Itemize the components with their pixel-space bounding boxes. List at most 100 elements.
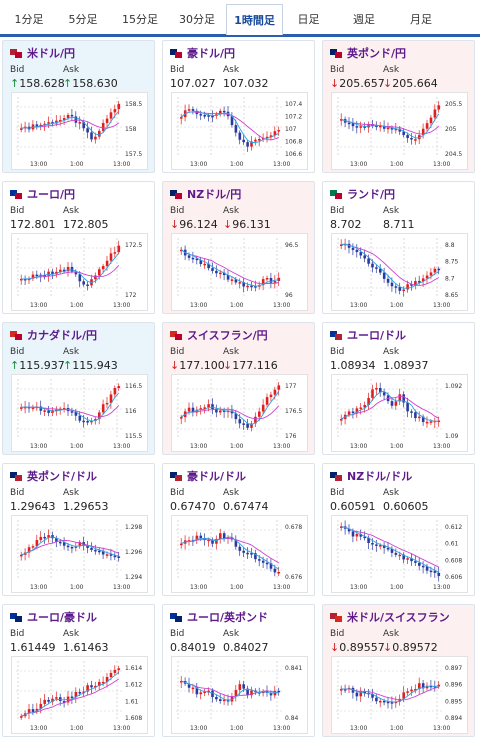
currency-card[interactable]: 英ポンド/円 Bid Ask ↓205.657 ↓205.664 205.5 205 204.… <box>322 40 475 173</box>
candle <box>27 547 31 553</box>
candle <box>86 284 89 287</box>
candle <box>219 533 222 540</box>
currency-card[interactable]: 豪ドル/ドル Bid Ask 0.67470 0.67474 0.678 0.676 13:0… <box>162 463 315 596</box>
candle <box>363 536 366 539</box>
tab-3[interactable]: 30分足 <box>179 13 215 26</box>
candle <box>258 559 261 561</box>
ask-label: Ask <box>383 629 400 639</box>
mini-chart[interactable]: 8.8 8.75 8.7 8.65 13:00 1:00 13:00 <box>331 233 468 311</box>
currency-card[interactable]: 英ポンド/ドル Bid Ask 1.29643 1.29653 1.298 1.296 1.2… <box>2 463 155 596</box>
ask-value: ↑158.630 <box>63 77 118 90</box>
candle <box>359 534 363 537</box>
candle <box>70 696 74 699</box>
mini-chart[interactable]: 158.5 158 157.5 13:00 1:00 13:00 <box>11 92 148 170</box>
moving-average-line <box>341 243 440 289</box>
mini-chart[interactable]: 1.298 1.296 1.294 13:00 1:00 13:00 <box>11 515 148 593</box>
pair-name[interactable]: NZドル/ドル <box>347 470 413 483</box>
tab-2[interactable]: 15分足 <box>122 13 158 26</box>
pair-name[interactable]: 米ドル/スイスフラン <box>347 611 450 624</box>
currency-card[interactable]: NZドル/ドル Bid Ask 0.60591 0.60605 0.612 0.61 0.60… <box>322 463 475 596</box>
moving-average-line <box>181 249 279 285</box>
y-tick-label: 176 <box>285 433 297 440</box>
candle <box>105 402 109 405</box>
currency-card[interactable]: ユーロ/円 Bid Ask 172.801 172.805 172.5 172 13:00 1:… <box>2 181 155 314</box>
pair-name[interactable]: 英ポンド/ドル <box>27 470 98 483</box>
candlestick-chart: 0.678 0.676 13:00 1:00 13:00 <box>176 520 302 591</box>
candle <box>31 407 35 409</box>
pair-name[interactable]: カナダドル/円 <box>27 329 98 342</box>
currency-card[interactable]: 米ドル/円 Bid Ask ↑158.628 ↑158.630 158.5 158 157.5… <box>2 40 155 173</box>
tab-1[interactable]: 5分足 <box>68 13 98 26</box>
candle <box>203 691 206 694</box>
mini-chart[interactable]: 116.5 116 115.5 13:00 1:00 13:00 <box>11 374 148 452</box>
y-tick-label: 1.092 <box>445 383 462 390</box>
mini-chart[interactable]: 107.4 107.2 107 106.8 106.6 13:00 1:00 13:00 <box>171 92 308 170</box>
x-tick-label: 13:00 <box>433 161 450 168</box>
tab-4[interactable]: 1時間足 <box>226 4 283 35</box>
candle <box>187 255 191 258</box>
candle <box>39 124 43 127</box>
ask-label: Ask <box>223 65 240 75</box>
pair-name[interactable]: 英ポンド/円 <box>347 47 407 60</box>
tab-5[interactable]: 日足 <box>297 13 320 26</box>
candle <box>74 691 78 698</box>
candle <box>355 126 359 128</box>
currency-card[interactable]: カナダドル/円 Bid Ask ↑115.937 ↑115.943 116.5 116 115… <box>2 322 155 455</box>
pair-name[interactable]: スイスフラン/円 <box>187 329 268 342</box>
currency-card[interactable]: 米ドル/スイスフラン Bid Ask ↓0.89557 ↓0.89572 0.897 0.8… <box>322 604 475 737</box>
tab-7[interactable]: 月足 <box>410 13 432 26</box>
candle <box>386 278 390 283</box>
moving-average-line <box>21 264 120 280</box>
candle <box>394 286 398 288</box>
pair-name[interactable]: NZドル/円 <box>187 188 242 201</box>
moving-average-line <box>181 680 279 698</box>
candle <box>433 570 437 573</box>
candle <box>382 272 386 279</box>
pair-name[interactable]: 豪ドル/円 <box>187 47 236 60</box>
mini-chart[interactable]: 96.5 96 13:00 1:00 13:00 <box>171 233 308 311</box>
candle <box>113 252 117 254</box>
currency-card[interactable]: スイスフラン/円 Bid Ask ↓177.100 ↓177.116 177 176.5 17… <box>162 322 315 455</box>
mini-chart[interactable]: 0.841 0.84 13:00 1:00 13:00 <box>171 656 308 734</box>
ask-label: Ask <box>63 347 80 357</box>
card-header: 豪ドル/円 <box>170 46 235 60</box>
candle <box>70 114 74 117</box>
candle <box>219 272 222 275</box>
mini-chart[interactable]: 205.5 205 204.5 13:00 1:00 13:00 <box>331 92 468 170</box>
currency-card[interactable]: ランド/円 Bid Ask 8.702 8.711 8.8 8.75 8.7 8.65 13:00… <box>322 181 475 314</box>
pair-name[interactable]: ユーロ/円 <box>27 188 76 201</box>
mini-chart[interactable]: 1.092 1.09 13:00 1:00 13:00 <box>331 374 468 452</box>
pair-name[interactable]: ユーロ/ドル <box>347 329 407 342</box>
currency-card[interactable]: ユーロ/ドル Bid Ask 1.08934 1.08937 1.092 1.09 13:00… <box>322 322 475 455</box>
pair-name[interactable]: 豪ドル/ドル <box>187 470 247 483</box>
currency-card[interactable]: ユーロ/豪ドル Bid Ask 1.61449 1.61463 1.614 1.612 1.6… <box>2 604 155 737</box>
candle <box>351 123 355 127</box>
candle <box>31 546 35 548</box>
currency-card[interactable]: ユーロ/英ポンド Bid Ask 0.84019 0.84027 0.841 0.84 13:… <box>162 604 315 737</box>
arrow-up-icon: ↑ <box>10 77 20 90</box>
mini-chart[interactable]: 0.897 0.896 0.895 0.894 13:00 1:00 13:00 <box>331 656 468 734</box>
y-tick-label: 1.608 <box>125 715 142 722</box>
candle <box>215 697 218 700</box>
pair-name[interactable]: 米ドル/円 <box>27 47 76 60</box>
candle <box>261 560 265 563</box>
candle <box>250 690 253 696</box>
pair-name[interactable]: ユーロ/豪ドル <box>27 611 98 624</box>
candle <box>425 421 429 424</box>
mini-chart[interactable]: 0.678 0.676 13:00 1:00 13:00 <box>171 515 308 593</box>
pair-name[interactable]: ユーロ/英ポンド <box>187 611 269 624</box>
tab-6[interactable]: 週足 <box>353 13 375 26</box>
candle <box>207 404 210 408</box>
mini-chart[interactable]: 177 176.5 176 13:00 1:00 13:00 <box>171 374 308 452</box>
pair-name[interactable]: ランド/円 <box>347 188 396 201</box>
candle <box>254 416 257 424</box>
mini-chart[interactable]: 1.614 1.612 1.61 1.608 13:00 1:00 13:00 <box>11 656 148 734</box>
currency-card[interactable]: 豪ドル/円 Bid Ask 107.027 107.032 107.4 107.2 107 10… <box>162 40 315 173</box>
tab-0[interactable]: 1分足 <box>14 13 44 26</box>
candle <box>402 554 405 560</box>
currency-card[interactable]: NZドル/円 Bid Ask ↓96.124 ↓96.131 96.5 96 13:00 1:0… <box>162 181 315 314</box>
mini-chart[interactable]: 0.612 0.61 0.608 0.606 13:00 1:00 13:00 <box>331 515 468 593</box>
ask-label: Ask <box>383 488 400 498</box>
mini-chart[interactable]: 172.5 172 13:00 1:00 13:00 <box>11 233 148 311</box>
x-tick-label: 13:00 <box>350 161 367 168</box>
